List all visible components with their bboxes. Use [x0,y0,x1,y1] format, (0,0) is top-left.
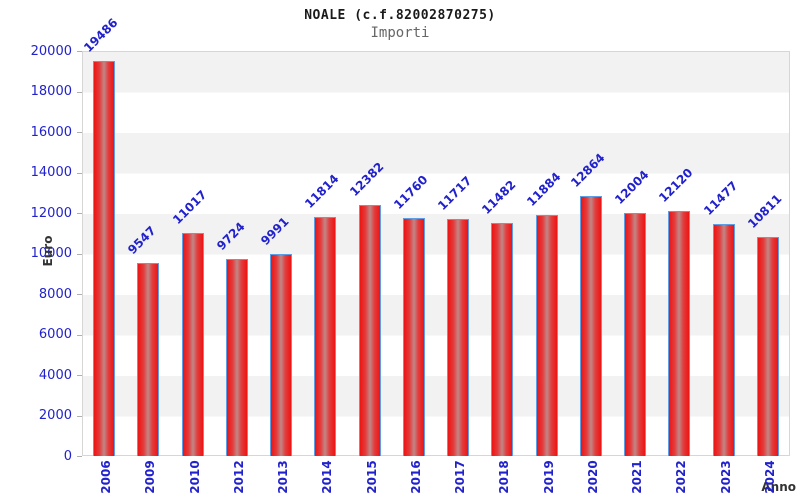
x-tick-label: 2017 [453,460,468,494]
bar-2006 [93,61,116,456]
y-tick-mark [77,335,82,336]
x-tick-label: 2022 [674,460,689,494]
x-tick-label: 2018 [497,460,512,494]
bar-2014 [314,216,337,456]
y-tick-mark [77,375,82,376]
y-tick-label: 2000 [38,408,72,423]
x-tick-label: 2013 [276,460,291,494]
bar-2015 [358,205,381,456]
y-tick-label: 18000 [30,84,72,99]
y-tick-mark [77,51,82,52]
bar-2012 [225,259,248,456]
y-axis-title: Euro [41,235,55,267]
y-tick-mark [77,416,82,417]
y-tick-mark [77,173,82,174]
x-tick-label: 2024 [762,460,777,494]
y-tick-label: 20000 [30,43,72,59]
bar-2019 [535,215,558,456]
y-tick-label: 10000 [30,246,72,261]
y-tick-label: 0 [63,448,72,464]
y-tick-mark [77,92,82,93]
x-tick-label: 2016 [408,460,423,494]
y-tick-label: 4000 [38,367,72,383]
x-tick-label: 2009 [143,460,158,494]
y-tick-mark [77,254,82,255]
chart-title: NOALE (c.f.82002870275) [304,8,496,23]
bar-2013 [270,253,293,456]
y-tick-label: 12000 [30,205,72,221]
y-tick-label: 8000 [38,286,72,302]
y-tick-label: 14000 [30,165,72,180]
bar-2018 [491,223,514,456]
bar-2022 [668,210,691,456]
bar-2024 [756,237,779,456]
bar-2021 [624,212,647,456]
bar-2016 [402,217,425,456]
x-tick-label: 2023 [718,460,733,494]
x-tick-label: 2012 [231,460,246,494]
y-tick-label: 6000 [38,327,72,342]
x-tick-label: 2015 [364,460,379,494]
chart-subtitle: Importi [370,25,430,41]
bar-2009 [137,262,160,456]
x-tick-label: 2019 [541,460,556,494]
bar-2023 [712,223,735,456]
y-tick-mark [77,456,82,457]
bar-2017 [447,218,470,456]
y-tick-mark [77,213,82,214]
bar-2010 [181,232,204,456]
x-axis-title: Anno [761,480,796,494]
x-tick-label: 2020 [585,460,600,494]
y-tick-label: 16000 [30,124,72,140]
x-tick-label: 2021 [630,460,645,494]
y-tick-mark [77,294,82,295]
x-tick-label: 2010 [187,460,202,494]
y-tick-mark [77,132,82,133]
x-tick-label: 2006 [99,460,114,494]
x-tick-label: 2014 [320,460,335,494]
bar-2020 [579,195,602,456]
